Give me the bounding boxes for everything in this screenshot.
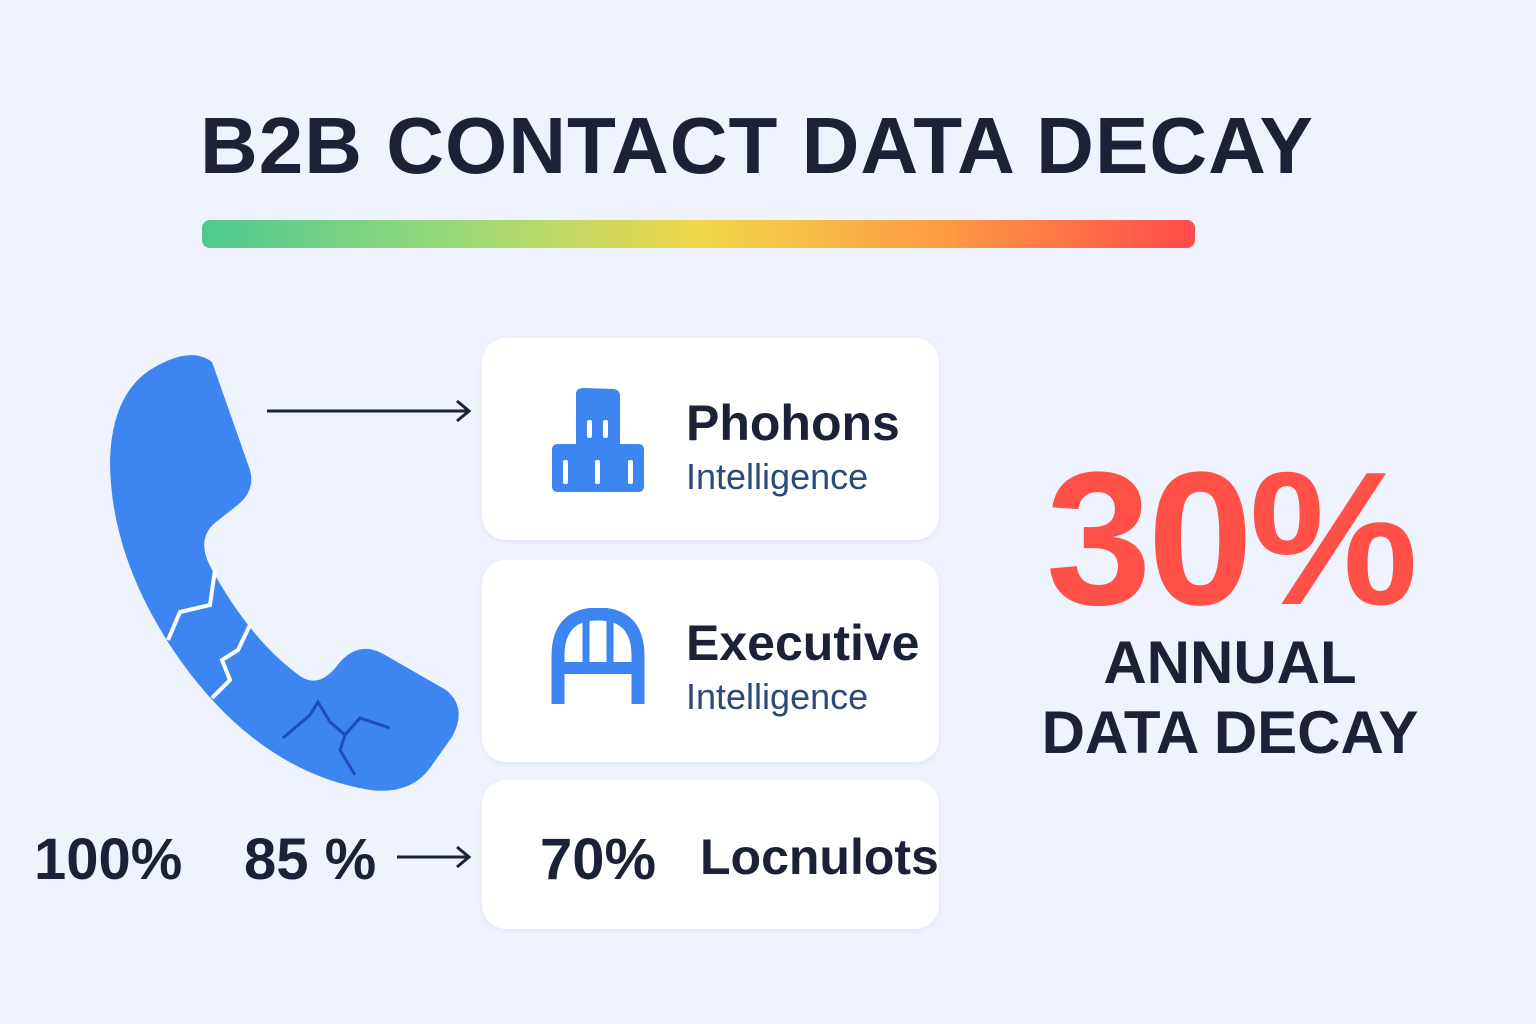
card-name: Locnulots (700, 829, 939, 885)
card-name: Phohons (686, 395, 900, 451)
cracked-phone-icon (110, 355, 459, 791)
arch-icon (551, 608, 645, 704)
decay-stat-line1: ANNUAL (1103, 629, 1357, 696)
card-locnulots: 70% Locnulots (482, 780, 939, 929)
percent-100: 100% (34, 827, 183, 892)
page-title: B2B CONTACT DATA DECAY (200, 101, 1314, 190)
decay-stat-line2: DATA DECAY (1041, 699, 1419, 766)
card-subtitle: Intelligence (686, 676, 869, 717)
percent-85: 85 % (244, 827, 377, 892)
card-phohons: Phohons Intelligence (482, 338, 939, 540)
decay-stat-value: 30% (1045, 433, 1418, 645)
arrow-icon (397, 845, 472, 869)
decay-gradient-bar (202, 220, 1195, 248)
card-subtitle: Intelligence (686, 456, 869, 497)
card-executive: Executive Intelligence (482, 560, 939, 762)
card-percent: 70% (540, 827, 657, 892)
arrow-icon (267, 399, 472, 423)
building-icon (552, 388, 644, 492)
card-name: Executive (686, 615, 920, 671)
